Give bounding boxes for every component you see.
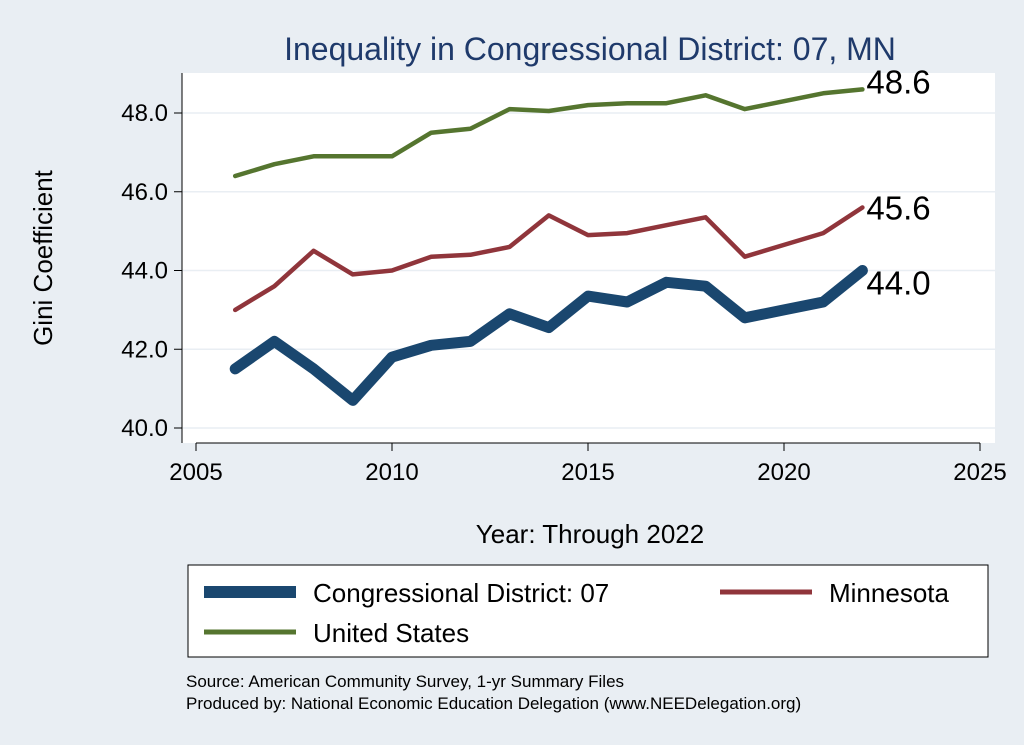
y-tick-label: 44.0 — [121, 258, 168, 285]
plot-area — [182, 73, 995, 443]
y-axis-title: Gini Coefficient — [28, 169, 58, 346]
legend-label-minnesota: Minnesota — [829, 578, 949, 608]
series-line-united-states — [232, 87, 865, 179]
y-tick-label: 40.0 — [121, 415, 168, 442]
y-tick-label: 46.0 — [121, 179, 168, 206]
series-layer — [229, 87, 868, 406]
end-labels: 44.0 45.6 48.6 — [866, 63, 930, 301]
end-label-united-states: 48.6 — [866, 63, 930, 100]
source-note: Source: American Community Survey, 1-yr … — [186, 672, 624, 691]
x-tick-label: 2020 — [757, 459, 810, 486]
legend: Congressional District: 07 Minnesota Uni… — [187, 564, 989, 658]
legend-label-district: Congressional District: 07 — [313, 578, 609, 608]
x-axis-title: Year: Through 2022 — [476, 519, 704, 549]
series-line-district — [229, 265, 868, 406]
legend-box — [187, 564, 989, 658]
x-tick-label: 2005 — [169, 459, 222, 486]
end-label-district: 44.0 — [866, 265, 930, 302]
legend-label-united-states: United States — [313, 618, 469, 648]
chart-title: Inequality in Congressional District: 07… — [284, 31, 896, 67]
x-tick-label: 2025 — [953, 459, 1006, 486]
x-tick-label: 2010 — [365, 459, 418, 486]
axes: 40.0 42.0 44.0 46.0 48.0 2005 2010 2015 2020 2025 — [121, 73, 1007, 486]
produced-by-note: Produced by: National Economic Education… — [186, 694, 801, 713]
series-line-minnesota — [232, 205, 865, 313]
y-tick-label: 42.0 — [121, 336, 168, 363]
end-label-minnesota: 45.6 — [866, 190, 930, 227]
x-tick-label: 2015 — [561, 459, 614, 486]
y-tick-label: 48.0 — [121, 100, 168, 127]
